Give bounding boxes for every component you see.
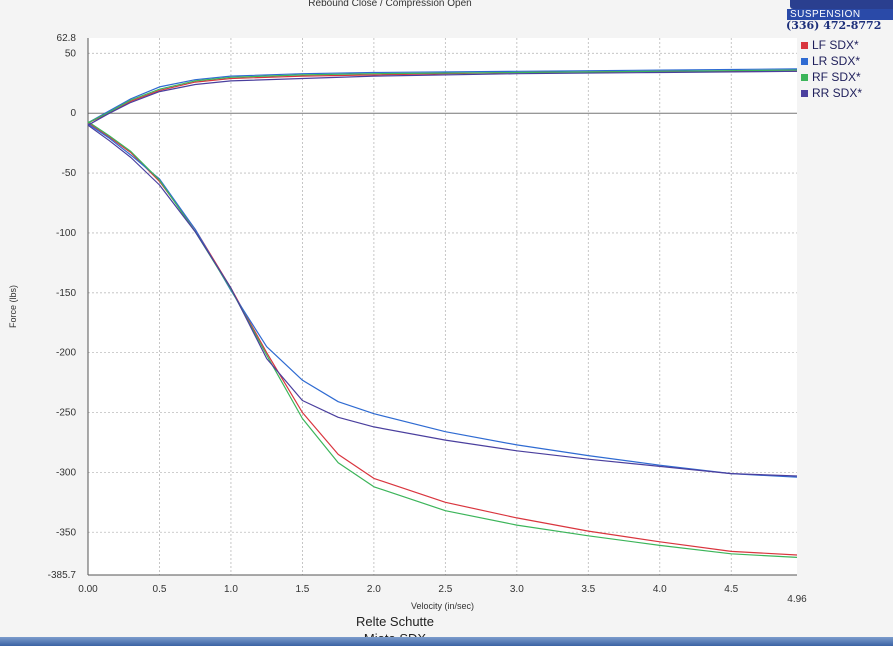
y-tick-label: -200: [56, 348, 76, 359]
x-tick-label: 3.0: [510, 584, 524, 595]
logo-phone-number: (336) 472-8772: [786, 19, 882, 32]
legend-label-rf: RF SDX*: [812, 70, 861, 84]
x-tick-label: 4.0: [653, 584, 667, 595]
y-tick-label: -50: [62, 168, 77, 179]
series-line-3-rebound: [87, 69, 798, 124]
y-tick-label: -300: [56, 467, 76, 478]
y-tick-label: 62.8: [57, 33, 77, 44]
legend-item-rf: RF SDX*: [801, 69, 862, 85]
legend-label-lf: LF SDX*: [812, 38, 859, 52]
caption-name: Relte Schutte: [355, 614, 435, 629]
x-tick-label: 0.5: [153, 584, 167, 595]
legend-item-rr: RR SDX*: [801, 85, 862, 101]
legend-label-rr: RR SDX*: [812, 86, 863, 100]
series-line-4-compression: [87, 124, 798, 477]
x-tick-label: 3.5: [581, 584, 595, 595]
series-line-3-compression: [87, 121, 798, 558]
x-tick-label: 2.5: [438, 584, 452, 595]
y-tick-label: -150: [56, 288, 76, 299]
x-axis-label: Velocity (in/sec): [411, 601, 474, 611]
x-tick-label: 1.5: [295, 584, 309, 595]
x-tick-label: 2.0: [367, 584, 381, 595]
bottom-scan-bar: [0, 637, 893, 646]
y-tick-label: -100: [56, 228, 76, 239]
y-axis-label: Force (lbs): [8, 285, 18, 328]
y-tick-label: -250: [56, 408, 76, 419]
x-tick-label: 4.5: [724, 584, 738, 595]
logo-band-text: SUSPENSION: [787, 9, 893, 20]
chart-title: Rebound Close / Compression Open: [308, 0, 472, 9]
y-tick-label: 50: [65, 48, 77, 59]
y-tick-label: -385.7: [48, 570, 77, 581]
legend-item-lf: LF SDX*: [801, 37, 862, 53]
x-tick-label: 0.00: [78, 584, 98, 595]
chart-legend: LF SDX* LR SDX* RF SDX* RR SDX*: [801, 37, 862, 101]
y-tick-label: 0: [70, 108, 76, 119]
brand-logo: SUSPENSION (336) 472-8772: [784, 0, 893, 32]
x-tick-label: 1.0: [224, 584, 238, 595]
y-tick-label: -350: [56, 527, 76, 538]
series-line-4-rebound: [87, 70, 798, 126]
plot-area: [88, 38, 797, 575]
caption-car: Miata SDX: [300, 631, 490, 637]
series-line-2-rebound: [87, 68, 798, 124]
logo-mark: [790, 0, 893, 9]
legend-swatch-lr: [801, 57, 808, 65]
series-line-2-compression: [87, 123, 798, 478]
legend-swatch-rf: [801, 73, 808, 81]
legend-label-lr: LR SDX*: [812, 54, 861, 68]
legend-swatch-lf: [801, 41, 808, 49]
legend-item-lr: LR SDX*: [801, 53, 862, 69]
legend-swatch-rr: [801, 89, 808, 97]
x-tick-label: 4.96: [787, 594, 807, 605]
